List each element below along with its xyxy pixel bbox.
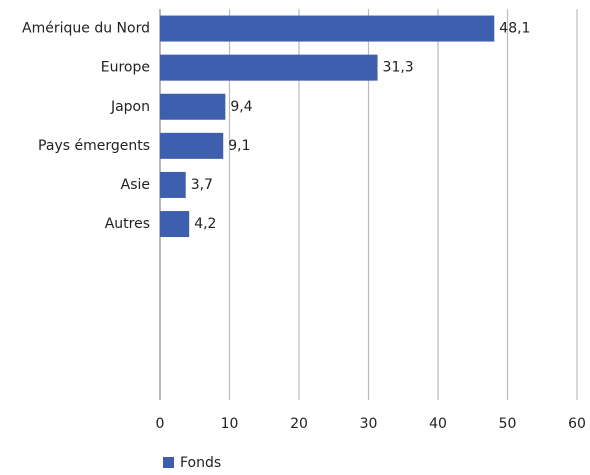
value-label: 31,3 bbox=[383, 60, 414, 76]
bar bbox=[160, 211, 190, 238]
bar bbox=[160, 54, 378, 81]
x-tick-label: 40 bbox=[429, 416, 447, 432]
y-tick-label: Japon bbox=[110, 99, 150, 115]
bar bbox=[160, 15, 495, 42]
y-tick-label: Asie bbox=[121, 177, 150, 193]
legend-label: Fonds bbox=[180, 455, 221, 471]
value-label: 48,1 bbox=[499, 21, 530, 37]
value-label: 3,7 bbox=[191, 177, 213, 193]
y-tick-label: Amérique du Nord bbox=[22, 21, 150, 37]
value-label: 9,4 bbox=[230, 99, 252, 115]
x-tick-label: 0 bbox=[156, 416, 165, 432]
y-tick-label: Pays émergents bbox=[38, 138, 150, 154]
legend-swatch bbox=[163, 457, 174, 468]
x-tick-label: 60 bbox=[568, 416, 586, 432]
bar bbox=[160, 93, 226, 120]
x-tick-label: 20 bbox=[290, 416, 308, 432]
y-tick-label: Autres bbox=[105, 216, 150, 232]
y-tick-label: Europe bbox=[101, 60, 150, 76]
bar bbox=[160, 171, 186, 198]
x-tick-label: 30 bbox=[360, 416, 378, 432]
bar bbox=[160, 132, 224, 159]
value-label: 9,1 bbox=[228, 138, 250, 154]
value-label: 4,2 bbox=[194, 216, 216, 232]
x-tick-label: 50 bbox=[499, 416, 517, 432]
x-tick-label: 10 bbox=[221, 416, 239, 432]
